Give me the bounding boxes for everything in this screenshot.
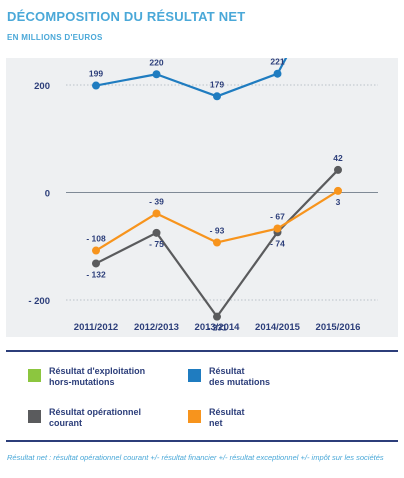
legend-swatch [28,410,41,423]
data-label: 199 [89,69,103,79]
x-tick-label: 2011/2012 [74,322,118,333]
legend: Résultat d'exploitation hors-mutations R… [28,366,388,436]
data-point [92,81,100,90]
data-label: - 67 [270,212,285,222]
footnote: Résultat net : résultat opérationnel cou… [7,453,384,462]
x-tick-label: 2014/2015 [255,322,301,333]
data-label: - 74 [270,238,285,248]
series-line [95,58,288,98]
data-label: - 39 [149,196,164,206]
data-label: - 132 [86,269,106,279]
data-point [92,246,100,255]
y-tick-label: 0 [45,189,50,200]
data-label: 179 [210,79,224,89]
data-point [152,70,161,79]
x-tick-label: 2015/2016 [316,322,361,333]
data-label: 220 [149,58,163,67]
legend-item-exploitation: Résultat d'exploitation hors-mutations [28,366,188,395]
x-tick-label: 2013/2014 [195,322,241,333]
chart-title: DÉCOMPOSITION DU RÉSULTAT NET [7,9,246,24]
legend-swatch [188,369,201,382]
legend-label: Résultat d'exploitation hors-mutations [49,366,146,387]
legend-item-mutations: Résultat des mutations [188,366,368,395]
data-point [213,238,221,247]
data-point [213,92,221,101]
legend-swatch [188,410,201,423]
data-point [334,165,342,174]
data-point [273,69,282,78]
legend-top-rule [6,350,398,352]
data-point [92,259,100,268]
x-tick-label: 2012/2013 [134,322,179,333]
line-chart: 4002000- 200- 4002011/20122012/20132013/… [28,58,378,333]
chart-panel [6,58,398,337]
data-point [334,186,342,195]
data-label: - 93 [210,225,225,235]
y-tick-label: 200 [34,81,50,92]
legend-item-operationnel: Résultat opérationnel courant [28,407,188,436]
legend-label: Résultat net [209,407,245,428]
legend-label: Résultat des mutations [209,366,271,387]
data-point [213,312,221,321]
data-label: - 231 [207,323,227,333]
legend-swatch [28,369,41,382]
data-label: 3 [336,197,341,207]
chart-subtitle: EN MILLIONS D'EUROS [7,33,103,42]
legend-label: Résultat opérationnel courant [49,407,142,428]
legend-item-net: Résultat net [188,407,368,436]
data-point [152,209,161,218]
data-label: 42 [333,153,343,163]
y-tick-label: - 200 [28,296,50,307]
data-point [152,228,161,237]
data-label: - 108 [86,234,106,244]
data-point [273,224,282,233]
data-label: - 75 [149,239,164,249]
data-label: 221 [270,58,284,67]
legend-bottom-rule [6,440,398,442]
